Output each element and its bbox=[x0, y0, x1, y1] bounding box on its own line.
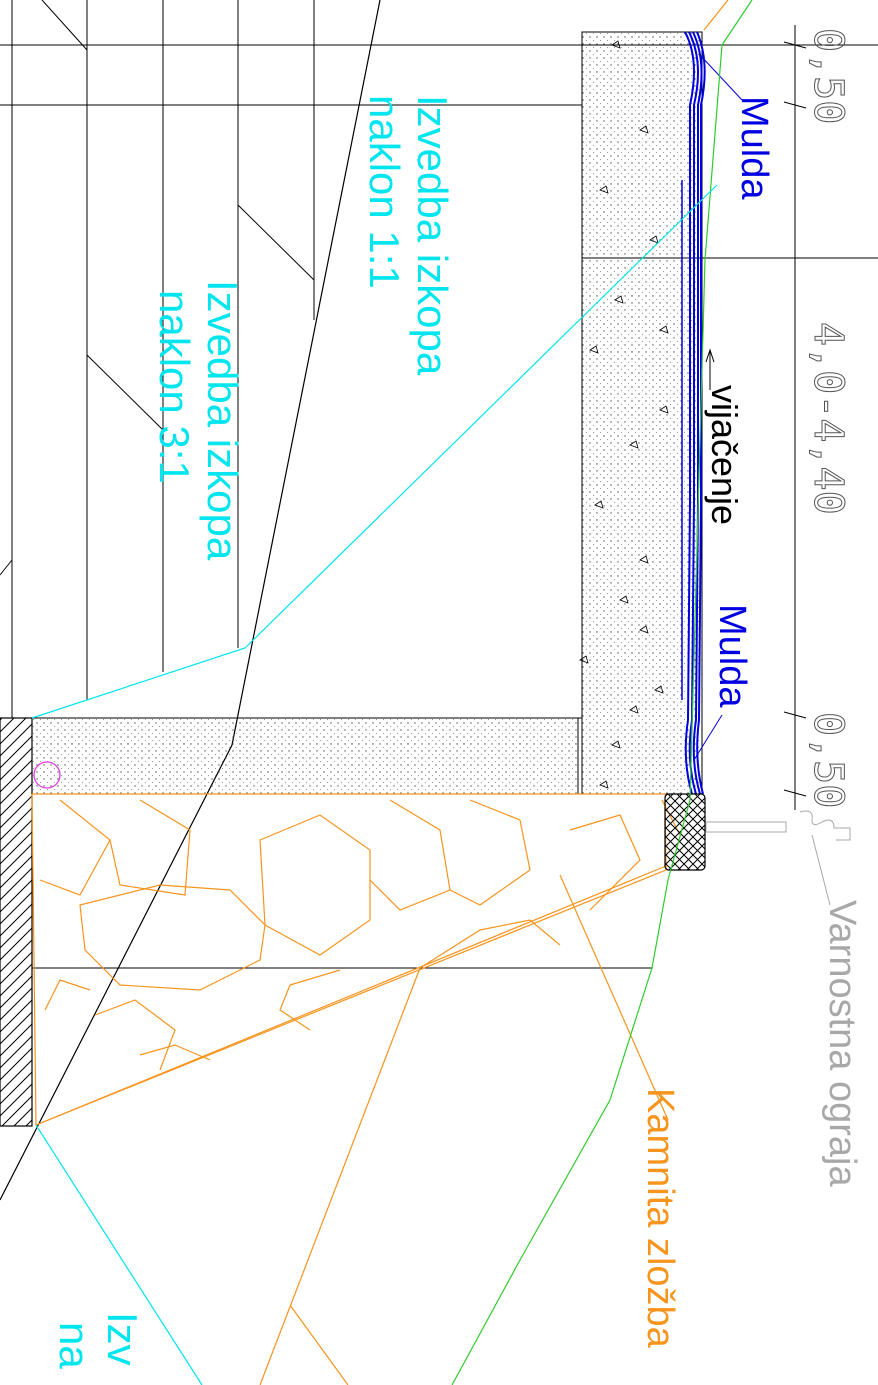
mulda-top-label: Mulda bbox=[733, 96, 775, 200]
dimension-top: 0,50 bbox=[805, 28, 851, 124]
gravel-layer bbox=[31, 717, 579, 795]
mulda-bottom-label: Mulda bbox=[711, 604, 753, 708]
stone-wall bbox=[31, 793, 681, 1385]
labels: Mulda Mulda vijačenje Izvedba izkopa nak… bbox=[51, 28, 863, 1370]
original-terrain-line bbox=[0, 0, 381, 1201]
curb bbox=[664, 793, 706, 871]
excavation-lines bbox=[31, 184, 718, 1385]
green-boundary bbox=[451, 0, 753, 1385]
dimension-middle: 4,0-4,40 bbox=[805, 322, 851, 515]
drain-pipe bbox=[33, 761, 61, 789]
excavation-bottom-line1: Izv bbox=[99, 1312, 146, 1366]
retaining-wall-hatch bbox=[0, 717, 33, 1127]
dimension-bottom: 0,50 bbox=[805, 712, 851, 808]
vijacenje-label: vijačenje bbox=[704, 385, 745, 525]
vijacenje-arrow bbox=[705, 348, 715, 390]
excavation-bottom-line2: na bbox=[51, 1322, 98, 1369]
guardrail-label: Varnostna ograja bbox=[821, 900, 863, 1187]
orange-top-line bbox=[703, 0, 729, 31]
excavation-3-1-line2: naklon 3:1 bbox=[151, 290, 198, 484]
mulda-bottom-leader bbox=[693, 714, 723, 761]
concrete-slab bbox=[579, 31, 703, 795]
excavation-1-1-line1: Izvedba izkopa bbox=[409, 95, 456, 376]
excavation-1-1-line2: naklon 1:1 bbox=[361, 95, 408, 289]
dimension-line bbox=[702, 25, 878, 810]
excavation-3-1-line1: Izvedba izkopa bbox=[199, 280, 246, 561]
stone-wall-label: Kamnita zložba bbox=[639, 1088, 681, 1349]
mulda-top-leader bbox=[699, 54, 743, 101]
guardrail bbox=[705, 810, 851, 906]
